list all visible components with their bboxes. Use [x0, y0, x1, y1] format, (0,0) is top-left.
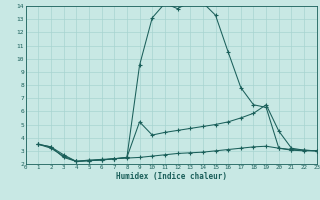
X-axis label: Humidex (Indice chaleur): Humidex (Indice chaleur)	[116, 172, 227, 181]
